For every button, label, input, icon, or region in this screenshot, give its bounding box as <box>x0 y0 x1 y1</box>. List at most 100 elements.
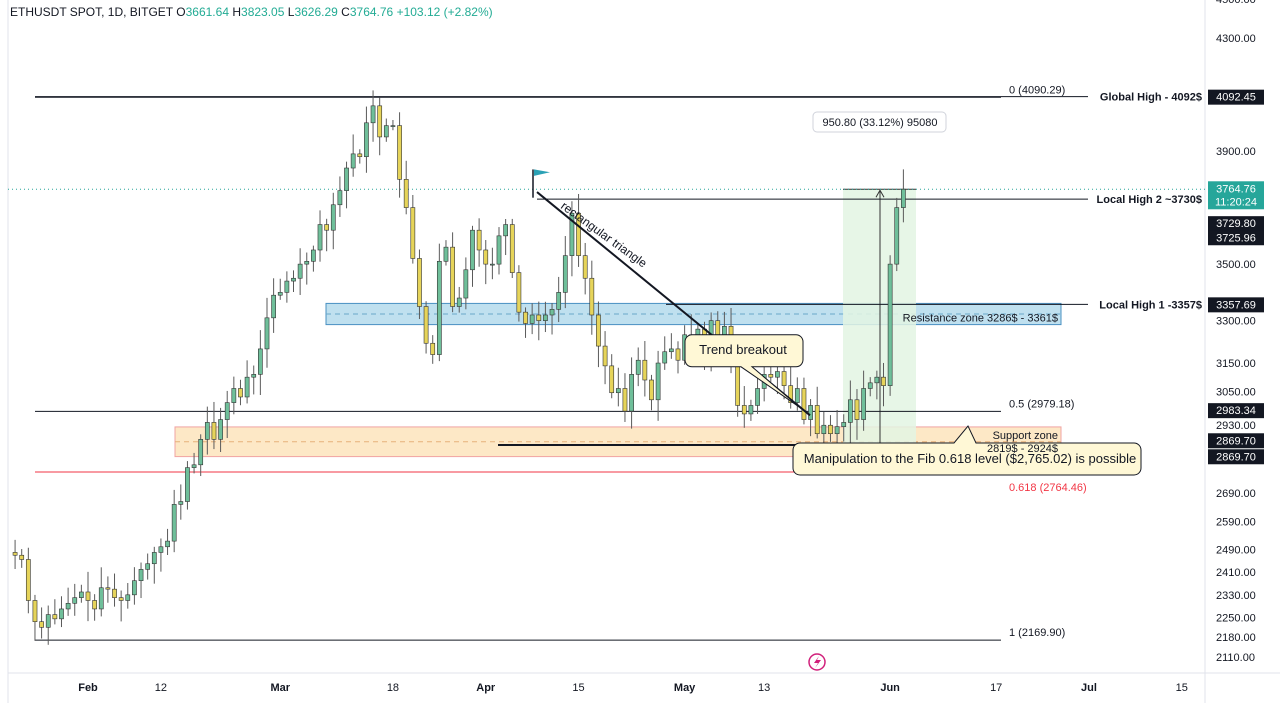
candle-body <box>330 204 336 231</box>
y-tick-label: 4300.00 <box>1216 33 1256 45</box>
candle-body <box>171 504 177 542</box>
candle-body <box>370 105 376 124</box>
y-tick-label: 3900.00 <box>1216 146 1256 158</box>
price-badge <box>1208 433 1264 449</box>
candle-body <box>556 292 562 310</box>
level-label-3: Local High 1 -3357$ <box>1099 299 1202 311</box>
candle-body <box>271 294 276 319</box>
candle-body <box>748 405 754 415</box>
candle-body <box>781 371 787 386</box>
candle-body <box>609 365 615 394</box>
close-value: 3764.76 <box>349 5 394 19</box>
lightning-icon-ring <box>808 653 826 671</box>
change-value: +103.12 (+2.82%) <box>396 5 493 19</box>
candle-body <box>741 405 747 415</box>
candle-body <box>204 422 210 440</box>
candle-body <box>25 559 31 601</box>
y-tick-label: 3150.00 <box>1216 358 1256 370</box>
candle-body <box>649 379 654 401</box>
candle-body <box>138 569 144 581</box>
candle-body <box>814 405 820 435</box>
candle-body <box>470 229 475 271</box>
y-tick-label: 2690.00 <box>1216 488 1256 500</box>
candle-body <box>503 224 508 237</box>
candle-body <box>65 602 71 610</box>
candle-body <box>436 260 442 355</box>
candle-body <box>867 382 873 389</box>
candle-body <box>841 422 847 427</box>
candle-body <box>19 554 25 560</box>
current-price-badge <box>1208 181 1264 210</box>
fib-label-0: 0 (4090.29) <box>1009 84 1065 96</box>
candle-body <box>258 348 263 375</box>
y-tick-label: 3050.00 <box>1216 386 1256 398</box>
candle-body <box>794 388 800 403</box>
candle-body <box>476 229 482 251</box>
candle-body <box>775 371 780 378</box>
measure-label-box <box>812 111 947 133</box>
candle-body <box>324 224 330 231</box>
candle-body <box>629 374 634 412</box>
candle-body <box>622 388 628 412</box>
candle-body <box>39 621 44 628</box>
current-price-countdown: 11:20:24 <box>1215 196 1257 208</box>
candle-body <box>277 292 283 296</box>
candle-body <box>861 388 866 420</box>
candle-body <box>377 105 383 138</box>
candle-body <box>357 153 363 158</box>
candle-body <box>569 212 575 256</box>
candle-body <box>675 348 681 361</box>
price-badge-label: 2983.34 <box>1216 405 1256 417</box>
y-tick-label: 2330.00 <box>1216 590 1256 602</box>
candle-body <box>178 501 184 505</box>
x-tick-label: Apr <box>476 682 496 694</box>
candle-body <box>828 424 833 435</box>
candle-body <box>662 351 668 364</box>
candle-body <box>151 552 157 565</box>
y-tick-label: 2930.00 <box>1216 420 1256 432</box>
candle-body <box>238 388 243 398</box>
candle-body <box>251 374 257 378</box>
candle-body <box>430 342 436 355</box>
candle-body <box>821 424 827 435</box>
low-label: L <box>287 5 295 19</box>
y-tick-label: 2590.00 <box>1216 516 1256 528</box>
fib-label-1: 1 (2169.90) <box>1009 627 1065 639</box>
candle-body <box>735 365 741 406</box>
close-label: C <box>341 5 350 19</box>
symbol-label: ETHUSDT SPOT, 1D, BITGET <box>10 5 173 19</box>
candle-body <box>85 591 91 601</box>
candle-body <box>304 260 310 265</box>
open-value: 3661.64 <box>185 5 229 19</box>
x-tick-label: 17 <box>990 682 1002 694</box>
candle-body <box>145 563 151 570</box>
candle-body <box>12 552 18 556</box>
candle-body <box>576 212 581 256</box>
candle-body <box>549 309 555 316</box>
high-label: H <box>232 5 242 19</box>
y-tick-label: 2250.00 <box>1216 612 1256 624</box>
candle-body <box>715 320 721 336</box>
candle-body <box>874 376 880 384</box>
candle-body <box>344 167 349 191</box>
candle-body <box>417 258 422 307</box>
candle-body <box>383 125 389 138</box>
y-tick-label: 3500.00 <box>1216 259 1256 271</box>
candle-body <box>390 125 396 127</box>
candle-body <box>901 188 906 208</box>
candle-body <box>105 587 111 590</box>
candle-body <box>72 597 78 604</box>
lightning-icon <box>814 656 821 668</box>
manipulation-callout-box <box>792 425 1142 476</box>
candle-body <box>887 263 893 386</box>
price-badge <box>1208 449 1264 465</box>
candle-body <box>562 255 568 293</box>
price-badge-label: 3729.80 <box>1216 218 1256 230</box>
y-tick-label: 3300.00 <box>1216 316 1256 328</box>
x-tick-label: Mar <box>270 682 290 694</box>
measure-label: 950.80 (33.12%) 95080 <box>823 117 938 129</box>
candle-body <box>317 224 323 251</box>
global-high-badge <box>1208 89 1264 105</box>
